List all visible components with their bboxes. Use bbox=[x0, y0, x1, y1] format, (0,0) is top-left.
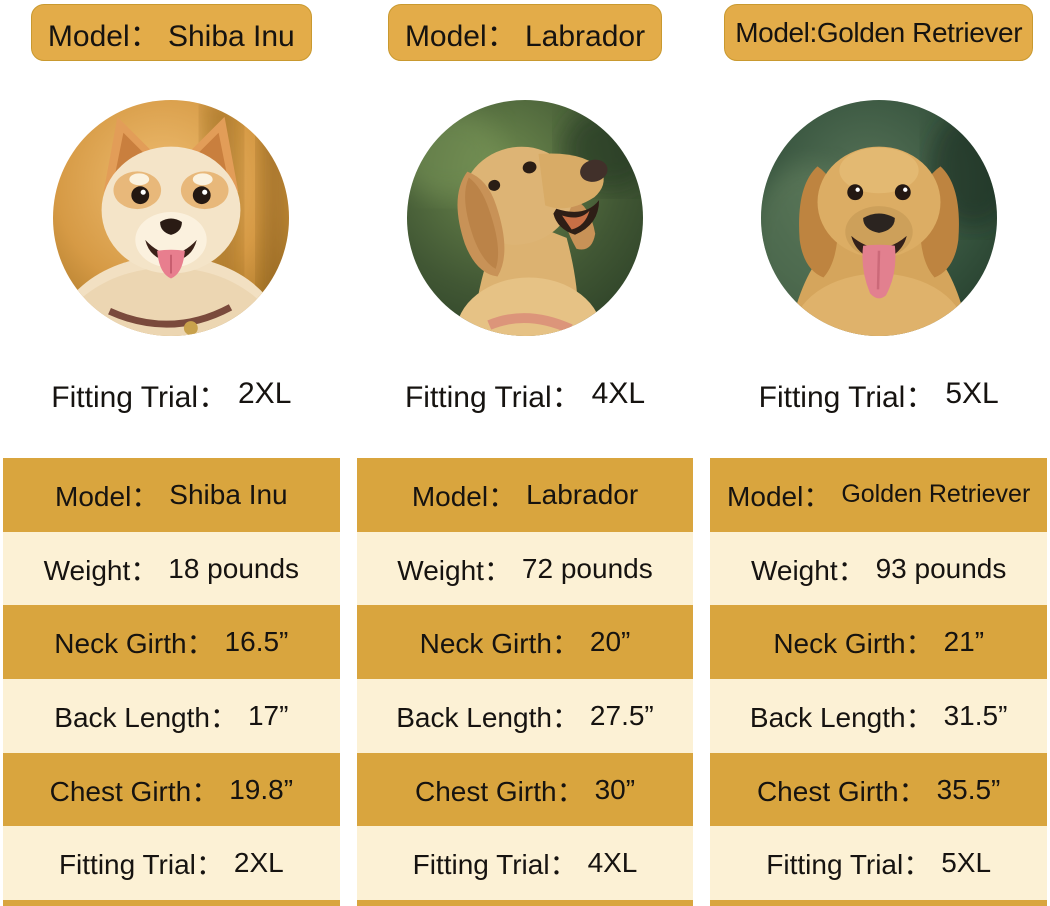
row-value: 17” bbox=[247, 699, 289, 731]
model-column-shiba-inu: Model： Shiba Inu bbox=[3, 0, 340, 906]
row-value: 35.5” bbox=[936, 773, 1001, 805]
fitting-trial-line: Fitting Trial： 4XL bbox=[404, 375, 646, 414]
model-column-labrador: Model： Labrador bbox=[356, 0, 694, 906]
row-value: Golden Retriever bbox=[841, 480, 1031, 509]
row-value: 2XL bbox=[233, 847, 284, 879]
table-row-chest-girth: Chest Girth： 35.5” bbox=[710, 752, 1048, 827]
fitting-trial-label: Fitting Trial： bbox=[758, 381, 936, 414]
row-label: Fitting Trial： bbox=[766, 849, 932, 881]
row-value: 72 pounds bbox=[521, 552, 653, 584]
fitting-trial-label: Fitting Trial： bbox=[404, 381, 582, 414]
table-row-back-length: Back Length： 17” bbox=[3, 679, 340, 753]
sizing-table: Model： Shiba Inu Weight： 18 pounds Neck … bbox=[3, 458, 340, 906]
row-label: Neck Girth： bbox=[419, 628, 580, 660]
model-badge-text: Model:Golden Retriever bbox=[735, 16, 1023, 48]
row-label: Model： bbox=[411, 480, 517, 512]
row-label: Chest Girth： bbox=[756, 775, 927, 807]
row-value: 20” bbox=[589, 626, 631, 658]
row-value: 31.5” bbox=[943, 699, 1008, 731]
model-badge: Model:Golden Retriever bbox=[724, 4, 1034, 61]
row-value: 21” bbox=[943, 626, 985, 658]
table-row-fitting-trial: Fitting Trial： 4XL bbox=[356, 826, 694, 901]
model-badge: Model： Labrador bbox=[387, 4, 663, 61]
row-value: 18 pounds bbox=[168, 552, 300, 584]
row-label: Back Length： bbox=[749, 701, 934, 733]
table-row-weight: Weight： 93 pounds bbox=[710, 531, 1048, 606]
labrador-photo bbox=[406, 99, 644, 337]
row-value: 93 pounds bbox=[875, 552, 1007, 584]
row-label: Model： bbox=[727, 480, 832, 512]
row-value: 19.8” bbox=[229, 773, 294, 805]
row-label: Weight： bbox=[397, 554, 512, 586]
table-next-row-sliver bbox=[710, 900, 1048, 906]
row-value: 16.5” bbox=[224, 626, 289, 658]
model-badge-text: Model： Shiba Inu bbox=[47, 19, 295, 53]
row-value: Shiba Inu bbox=[169, 478, 288, 510]
table-row-fitting-trial: Fitting Trial： 5XL bbox=[710, 826, 1048, 901]
fitting-trial-line: Fitting Trial： 2XL bbox=[51, 375, 292, 414]
sizing-table: Model： Labrador Weight： 72 pounds Neck G… bbox=[356, 458, 694, 906]
row-label: Chest Girth： bbox=[414, 775, 585, 807]
fitting-trial-value: 5XL bbox=[945, 377, 999, 410]
row-label: Chest Girth： bbox=[49, 775, 220, 807]
table-next-row-sliver bbox=[3, 900, 340, 906]
row-value: 4XL bbox=[587, 847, 638, 879]
fitting-trial-value: 2XL bbox=[238, 377, 292, 410]
table-row-weight: Weight： 18 pounds bbox=[3, 531, 340, 606]
row-label: Weight： bbox=[750, 554, 866, 586]
row-label: Back Length： bbox=[396, 701, 580, 733]
row-label: Model： bbox=[55, 480, 160, 512]
model-badge-text: Model： Labrador bbox=[404, 19, 646, 53]
table-row-back-length: Back Length： 27.5” bbox=[356, 679, 694, 753]
golden-retriever-photo bbox=[760, 99, 998, 337]
table-row-back-length: Back Length： 31.5” bbox=[710, 679, 1048, 753]
row-value: 27.5” bbox=[589, 699, 654, 731]
table-row-fitting-trial: Fitting Trial： 2XL bbox=[3, 826, 340, 901]
shiba-inu-dog-photo bbox=[53, 99, 290, 337]
table-next-row-sliver bbox=[356, 900, 694, 906]
sizing-table: Model： Golden Retriever Weight： 93 pound… bbox=[710, 458, 1048, 906]
golden-retriever-dog-photo bbox=[760, 99, 997, 337]
row-value: 5XL bbox=[941, 847, 992, 879]
row-label: Fitting Trial： bbox=[58, 849, 224, 881]
table-row-neck-girth: Neck Girth： 16.5” bbox=[3, 605, 340, 680]
table-row-model: Model： Labrador bbox=[356, 458, 694, 532]
shiba-inu-photo bbox=[52, 99, 290, 337]
table-row-model: Model： Golden Retriever bbox=[710, 458, 1048, 532]
table-row-model: Model： Shiba Inu bbox=[3, 458, 340, 532]
model-column-golden-retriever: Model:Golden Retriever bbox=[710, 0, 1048, 906]
table-row-chest-girth: Chest Girth： 30” bbox=[356, 752, 694, 827]
table-row-neck-girth: Neck Girth： 21” bbox=[710, 605, 1048, 680]
table-row-weight: Weight： 72 pounds bbox=[356, 531, 694, 606]
table-row-neck-girth: Neck Girth： 20” bbox=[356, 605, 694, 680]
row-label: Back Length： bbox=[54, 701, 238, 733]
row-label: Neck Girth： bbox=[773, 628, 934, 660]
fitting-trial-label: Fitting Trial： bbox=[51, 381, 228, 414]
row-value: 30” bbox=[594, 773, 636, 805]
fitting-trial-line: Fitting Trial： 5XL bbox=[758, 375, 999, 414]
row-value: Labrador bbox=[526, 478, 639, 510]
fitting-trial-value: 4XL bbox=[591, 377, 646, 410]
table-row-chest-girth: Chest Girth： 19.8” bbox=[3, 752, 340, 827]
row-label: Fitting Trial： bbox=[412, 849, 578, 881]
row-label: Weight： bbox=[43, 554, 159, 586]
labrador-dog-photo bbox=[406, 99, 644, 337]
row-label: Neck Girth： bbox=[54, 628, 215, 660]
model-badge: Model： Shiba Inu bbox=[30, 4, 312, 61]
